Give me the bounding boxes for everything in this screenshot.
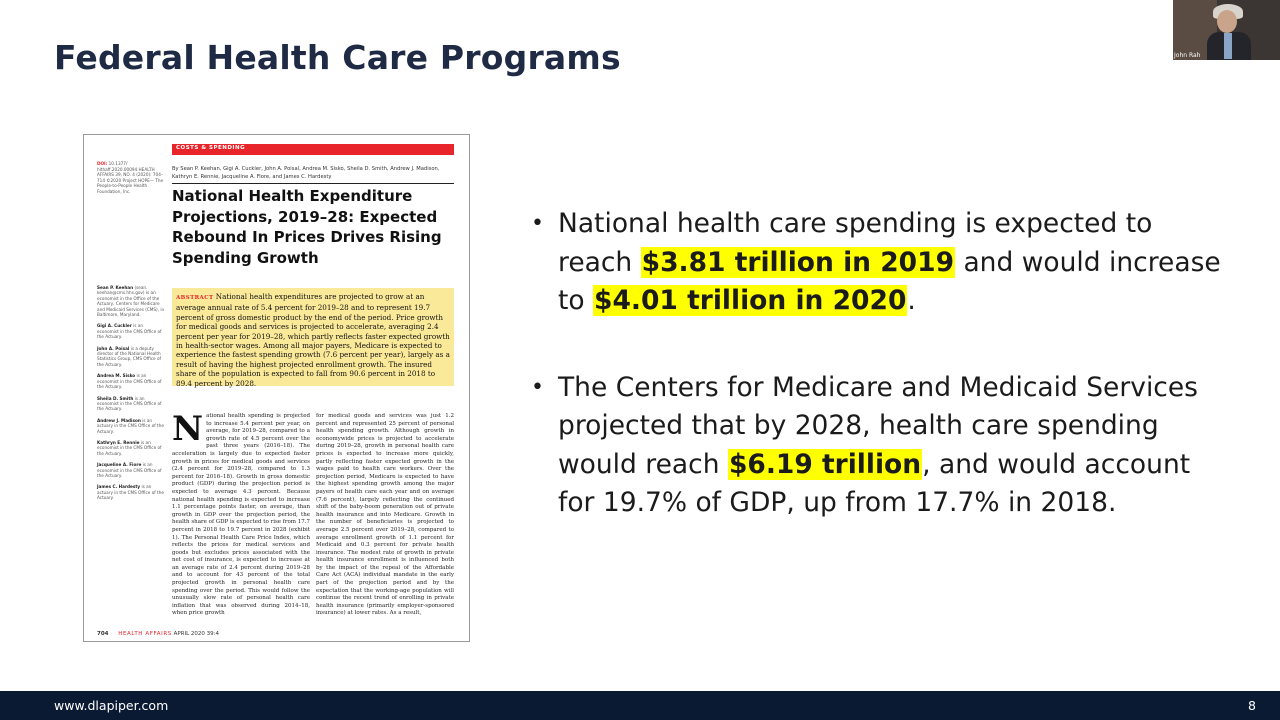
article-footer: 704 HEALTH AFFAIRS APRIL 2020 39:4 (97, 631, 457, 637)
bullet-dot-icon: • (531, 374, 544, 400)
author-bio-name: John A. Poisal (97, 345, 130, 351)
article-page-number: 704 (97, 631, 109, 637)
author-bio-text: is an economist in the CMS Office of the… (97, 373, 162, 390)
bullet-text: . (907, 285, 916, 316)
bullet-list: • National health care spending is expect… (530, 205, 1230, 571)
article-column-2: for medical goods and services was just … (316, 413, 454, 617)
bullet-text: The Centers for Medicare and Medicaid Se… (558, 371, 1198, 480)
bullet-text: , and would account for 19.7% of GDP, up… (558, 448, 1191, 519)
author-bio-name: Andrea M. Sisko (97, 373, 136, 379)
author-bio: Andrea M. Sisko is an economist in the C… (97, 373, 165, 389)
author-bio-text: is an actuary in the CMS Office of the A… (97, 417, 164, 434)
author-bio: Sheila D. Smith is an economist in the C… (97, 396, 165, 412)
author-bio: Gigi A. Cuckler is an economist in the C… (97, 323, 165, 339)
author-bio-text: is an economist in the CMS Office of the… (97, 323, 162, 340)
author-bio-name: Sheila D. Smith (97, 395, 134, 401)
author-bio-name: James C. Hardesty (97, 484, 141, 490)
highlighted-figure: $6.19 trillion (727, 448, 923, 480)
bullet-item: • National health care spending is expect… (530, 205, 1230, 321)
bullet-text: and would increase to (558, 246, 1221, 317)
presenter-webcam-thumbnail: John Rah (1173, 0, 1280, 60)
section-label: COSTS & SPENDING (176, 145, 246, 151)
author-bio: John A. Poisal is a deputy director of t… (97, 346, 165, 368)
bullet-text: National health care spending is expecte… (558, 208, 1153, 278)
author-bio-text: is an economist in the CMS Office of the… (97, 462, 162, 478)
author-bio-text: is an actuary in the CMS Office of the A… (97, 484, 164, 501)
journal-name: HEALTH AFFAIRS (118, 631, 172, 637)
highlighted-figure: $4.01 trillion in 2020 (593, 285, 908, 316)
column-1-text: ational health spending is projected to … (172, 413, 310, 617)
slide-title: Federal Health Care Programs (54, 38, 621, 77)
author-bio: Andrew J. Madison is an actuary in the C… (97, 418, 165, 434)
abstract-text: National health expenditures are project… (176, 292, 450, 388)
author-bio-name: Jacqueline A. Fiore (97, 462, 142, 468)
author-bio-name: Gigi A. Cuckler (97, 323, 132, 329)
author-bio: Jacqueline A. Fiore is an economist in t… (97, 462, 165, 478)
author-bio-text: is an economist in the CMS Office of the… (97, 395, 162, 412)
author-bio-name: Andrew J. Madison (97, 417, 141, 423)
article-page-image: COSTS & SPENDING DOI: 10.1377/ hlthaff.2… (83, 134, 470, 642)
footer-url: www.dlapiper.com (54, 698, 169, 713)
slide-number: 8 (1248, 698, 1256, 713)
doi-meta-text: 10.1377/ hlthaff.2020.00094 HEALTH AFFAI… (97, 161, 164, 194)
author-bio-text: is an economist in the CMS Office of the… (97, 439, 162, 456)
bullet-dot-icon: • (531, 211, 544, 236)
presenter-face (1217, 10, 1237, 33)
article-meta: DOI: 10.1377/ hlthaff.2020.00094 HEALTH … (97, 161, 167, 195)
bullet-item: • The Centers for Medicare and Medicaid S… (530, 369, 1230, 523)
webcam-name-label: John Rah (1174, 52, 1201, 59)
author-bios: Sean P. Keehan (sean. keehan@cms.hhs.gov… (97, 285, 165, 507)
drop-cap: N (172, 409, 204, 449)
section-banner: COSTS & SPENDING (172, 144, 454, 155)
journal-issue: APRIL 2020 39:4 (173, 631, 220, 637)
author-bio: James C. Hardesty is an actuary in the C… (97, 484, 165, 500)
article-abstract: ABSTRACT National health expenditures ar… (172, 288, 454, 388)
article-authors: By Sean P. Keehan, Gigi A. Cuckler, John… (172, 166, 440, 180)
article-column-1: N ational health spending is projected t… (172, 409, 310, 618)
author-bio-name: Kathryn E. Rennie (97, 439, 140, 445)
highlighted-figure: $3.81 trillion in 2019 (640, 246, 956, 278)
article-headline: National Health Expenditure Projections,… (172, 187, 442, 267)
footer-bar: www.dlapiper.com 8 (0, 691, 1280, 720)
author-bio-text: (sean. keehan@cms.hhs.gov) is an economi… (97, 285, 165, 318)
presenter-shirt (1224, 33, 1232, 59)
abstract-label: ABSTRACT (176, 295, 214, 301)
author-bio-text: is a deputy director of the National Hea… (97, 345, 162, 367)
headline-rule (172, 183, 454, 184)
author-bio: Sean P. Keehan (sean. keehan@cms.hhs.gov… (97, 285, 165, 317)
doi-label: DOI: (97, 161, 108, 166)
author-bio-name: Sean P. Keehan (97, 285, 134, 290)
author-bio: Kathryn E. Rennie is an economist in the… (97, 440, 165, 456)
